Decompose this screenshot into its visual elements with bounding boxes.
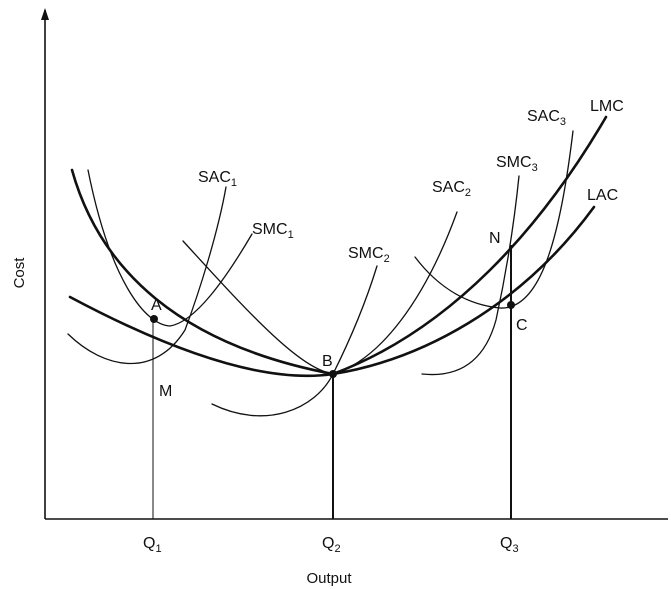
smc2-curve <box>211 265 378 417</box>
drop-lines <box>152 245 512 519</box>
point-n-label: N <box>489 230 501 247</box>
tick-q1: Q1 <box>143 535 162 555</box>
point-b-label: B <box>322 353 333 370</box>
sac2-label: SAC2 <box>432 179 471 199</box>
x-axis-title: Output <box>306 570 352 587</box>
sac1-label: SAC1 <box>198 169 237 189</box>
sac3-curve <box>414 130 574 309</box>
smc3-label: SMC3 <box>496 154 538 174</box>
smc2-label: SMC2 <box>348 245 390 265</box>
point-b-dot <box>329 370 337 378</box>
axes <box>41 8 668 520</box>
lac-label: LAC <box>587 187 618 204</box>
y-axis-title: Cost <box>11 257 28 289</box>
point-a-label: A <box>151 297 162 314</box>
point-c-dot <box>507 301 515 309</box>
x-tick-labels: Q1 Q2 Q3 <box>143 535 519 555</box>
lmc-label: LMC <box>590 98 624 115</box>
tick-q3: Q3 <box>500 535 519 555</box>
smc1-label: SMC1 <box>252 221 294 241</box>
smc1-curve <box>67 186 227 365</box>
point-labels: A M B N C <box>151 230 528 400</box>
point-a-dot <box>150 315 158 323</box>
point-c-label: C <box>516 317 528 334</box>
tick-q2: Q2 <box>322 535 341 555</box>
point-m-label: M <box>159 383 172 400</box>
sac3-label: SAC3 <box>527 108 566 128</box>
curve-labels: SAC1 SMC1 SMC2 SAC2 SMC3 SAC3 LMC LAC <box>198 98 624 265</box>
smc3-curve <box>421 175 520 376</box>
y-axis-arrowhead <box>41 8 49 20</box>
point-markers <box>150 301 515 378</box>
sac1-curve <box>87 169 253 327</box>
